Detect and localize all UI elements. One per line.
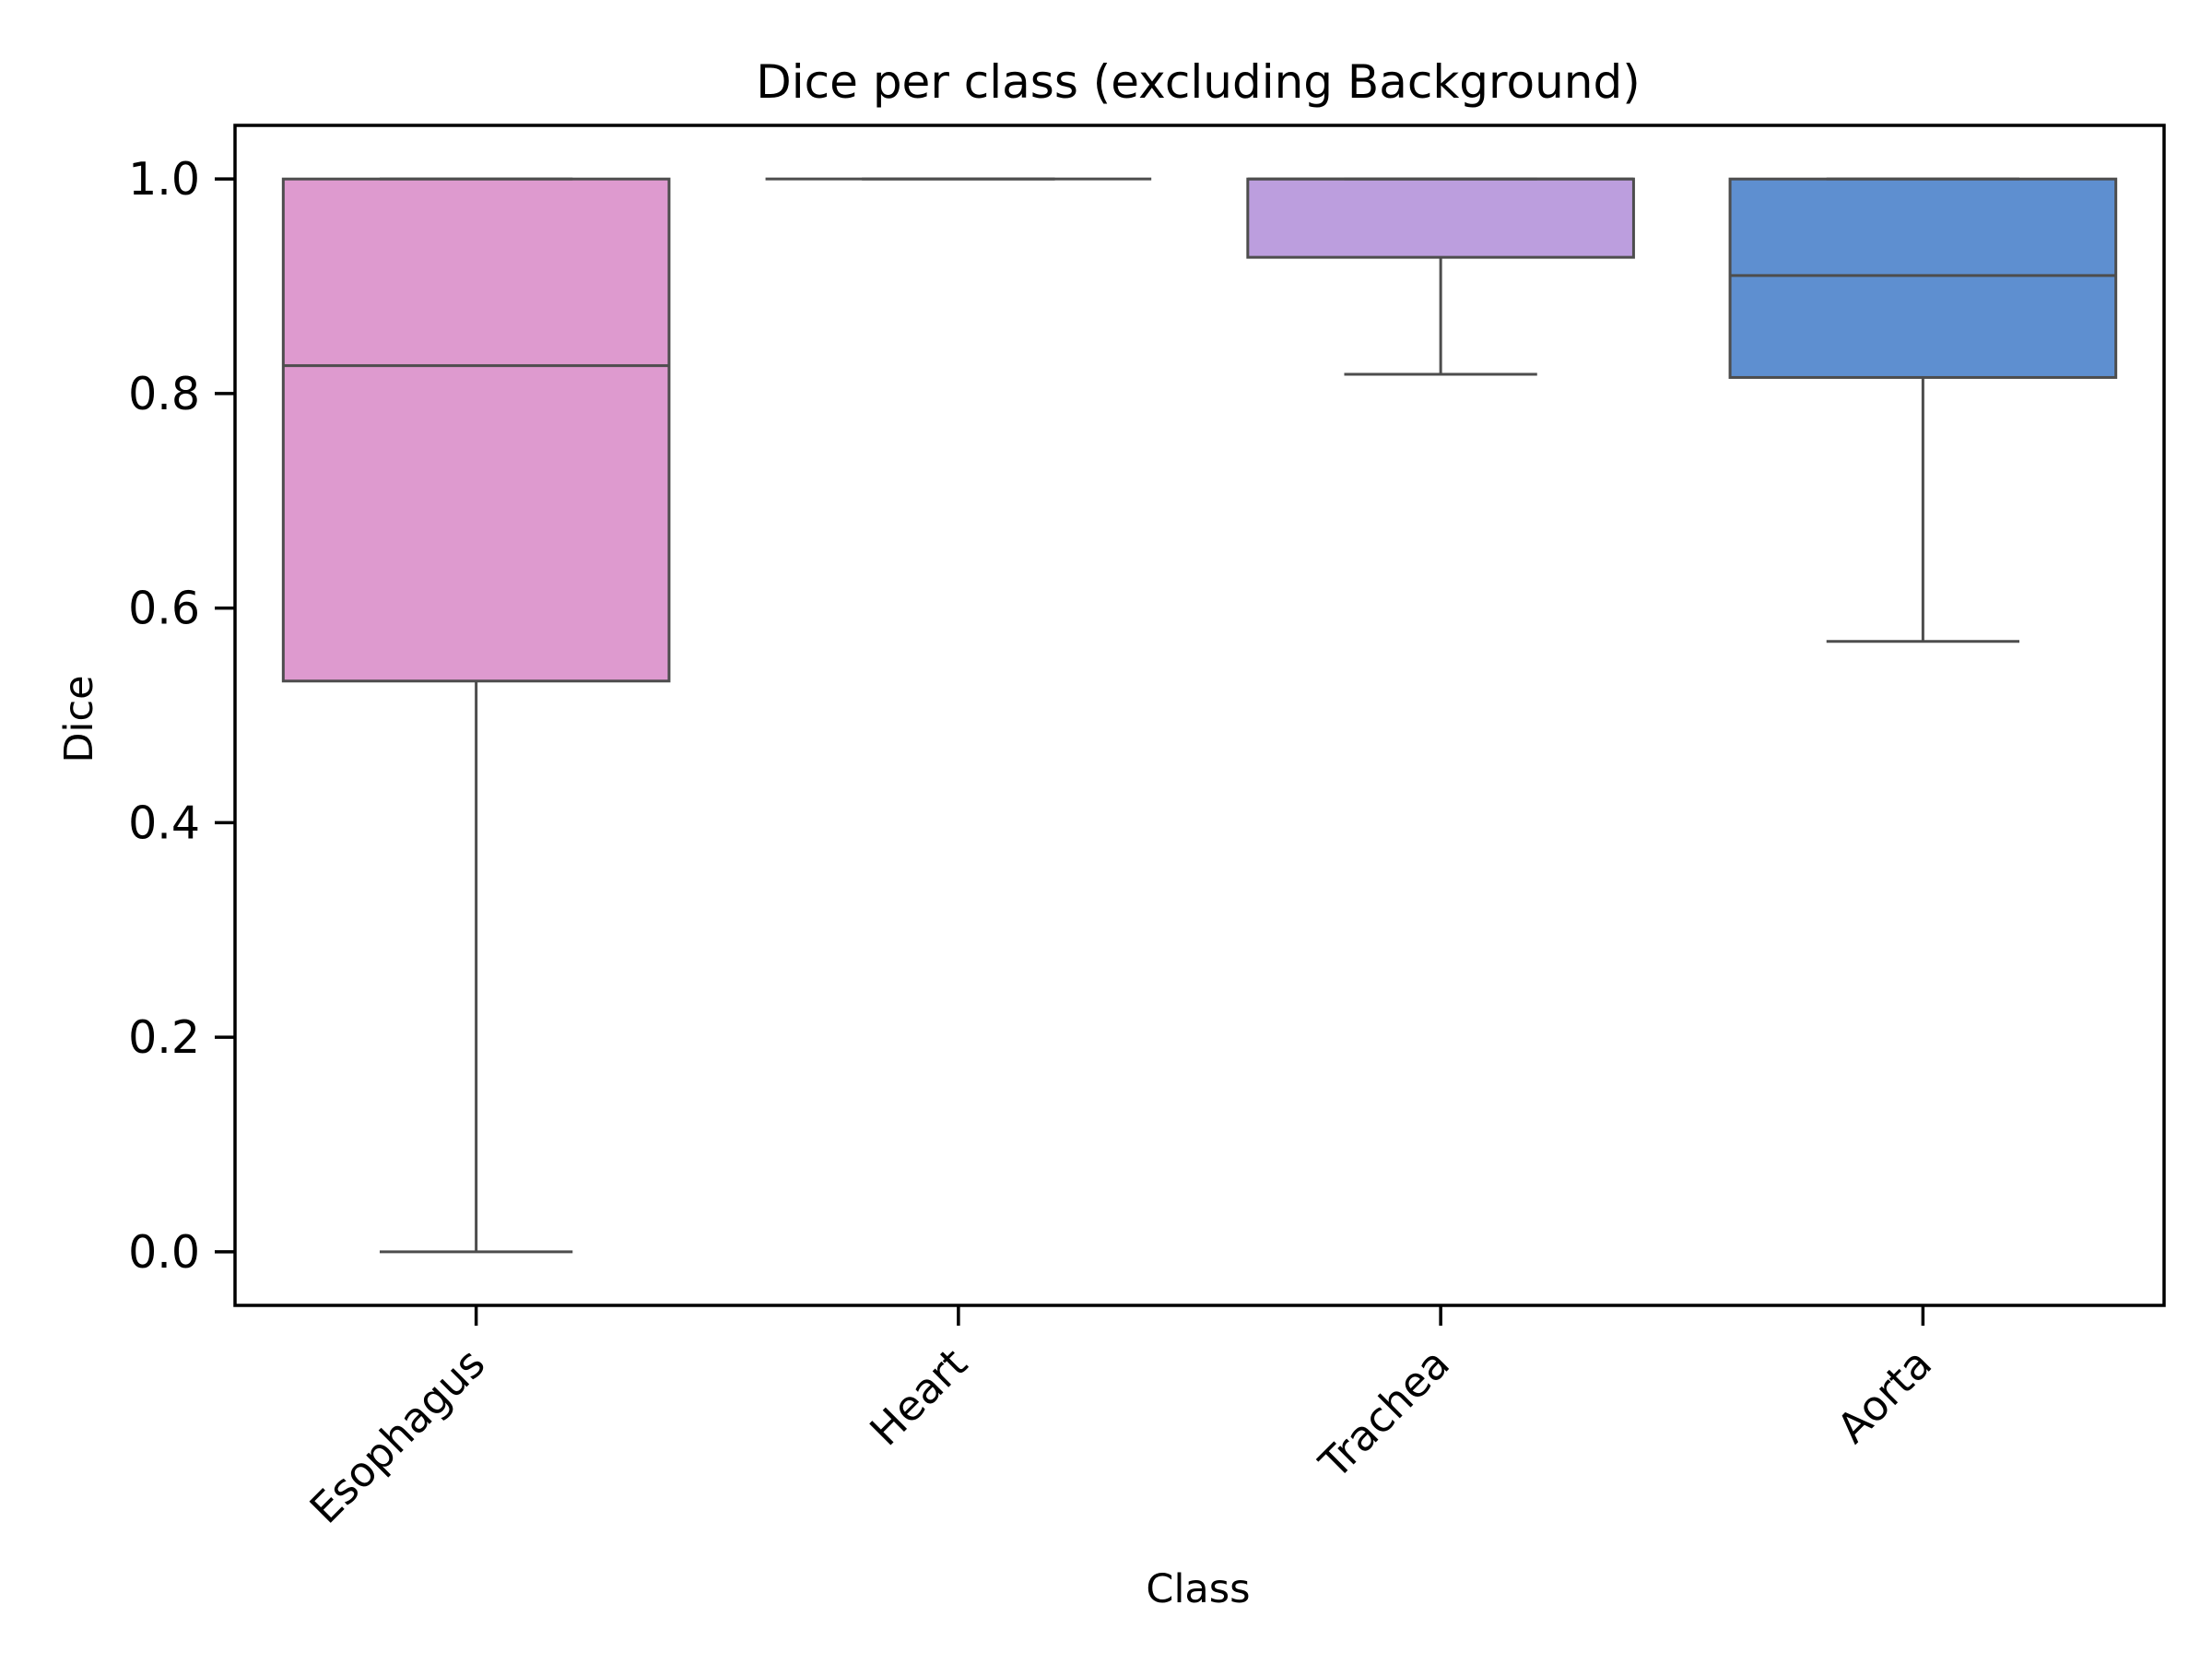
y-tick-label: 0.6 [128, 583, 200, 635]
y-axis-label: Dice [56, 675, 102, 762]
axes-frame [233, 124, 2166, 1307]
chart-title: Dice per class (excluding Background) [756, 55, 1640, 109]
plot-area: 0.0 0.2 0.4 0.6 0.8 1.0 Esophagus Heart Trachea A… [128, 124, 2166, 1533]
box-trachea [1246, 177, 1635, 259]
box-esophagus [281, 177, 671, 683]
x-tick-label-heart: Heart [861, 1339, 977, 1455]
x-axis-label: Class [1146, 1566, 1250, 1612]
y-tick-label: 0.8 [128, 368, 200, 420]
y-tick-label: 0.2 [128, 1011, 200, 1064]
y-tick-label: 0.4 [128, 797, 200, 849]
box-aorta [1728, 177, 2118, 379]
y-tick-label: 1.0 [128, 153, 200, 206]
x-tick-label-trachea: Trachea [1310, 1339, 1459, 1488]
x-tick-label-aorta: Aorta [1828, 1339, 1941, 1452]
y-tick-label: 0.0 [128, 1226, 200, 1279]
x-tick-label-esophagus: Esophagus [300, 1339, 494, 1532]
